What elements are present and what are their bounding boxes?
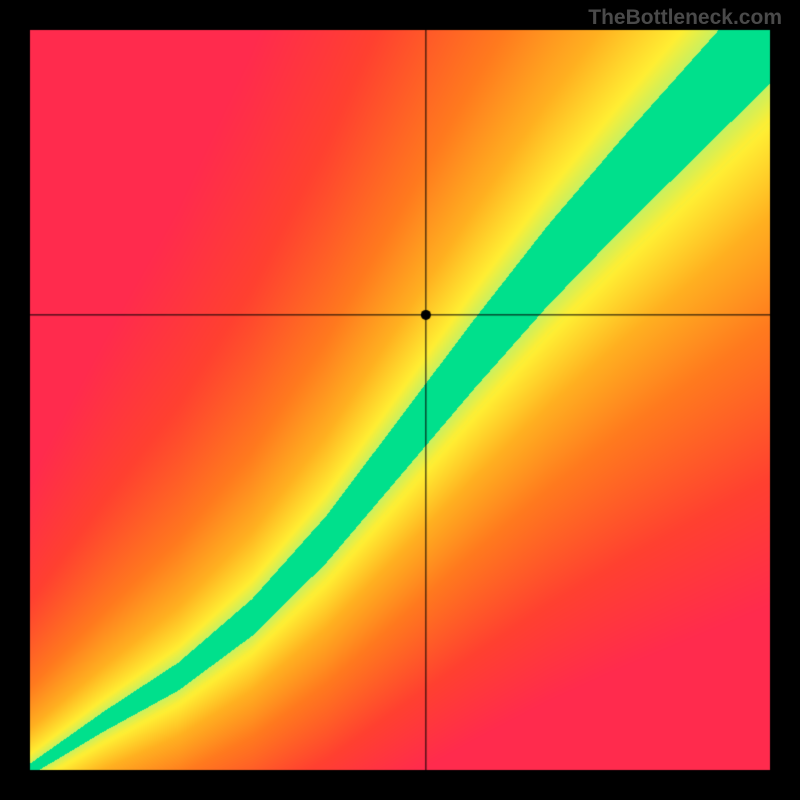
heatmap-canvas bbox=[0, 0, 800, 800]
chart-container: TheBottleneck.com bbox=[0, 0, 800, 800]
watermark-label: TheBottleneck.com bbox=[588, 6, 782, 30]
